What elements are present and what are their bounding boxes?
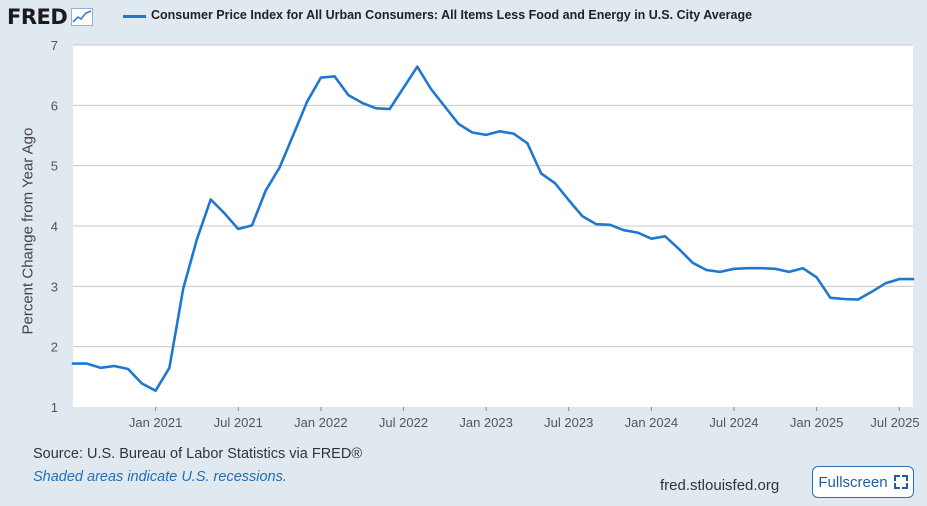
fullscreen-button[interactable]: Fullscreen (812, 466, 914, 498)
fullscreen-icon (893, 475, 908, 489)
x-tick-label: Jul 2025 (870, 415, 919, 430)
x-tick-label: Jul 2024 (709, 415, 758, 430)
fred-logo[interactable]: FRED (7, 5, 68, 29)
y-tick-labels: 1 2 3 4 5 6 7 (51, 38, 58, 415)
line-chart[interactable]: 1 2 3 4 5 6 7 Jan 2021 Jul 2021 Jan 2022 Jul 2022… (0, 0, 927, 440)
legend-label: Consumer Price Index for All Urban Consu… (151, 8, 753, 22)
y-tick-label: 5 (51, 159, 58, 174)
y-tick-label: 2 (51, 340, 58, 355)
fred-header: FRED (7, 4, 94, 30)
x-tick-label: Jan 2021 (129, 415, 183, 430)
fullscreen-label: Fullscreen (818, 473, 888, 491)
x-tick-label: Jul 2023 (544, 415, 593, 430)
recession-note: Shaded areas indicate U.S. recessions. (33, 469, 287, 485)
y-tick-label: 6 (51, 98, 58, 113)
x-tick-label: Jul 2022 (379, 415, 428, 430)
site-url[interactable]: fred.stlouisfed.org (660, 477, 780, 494)
legend-swatch (123, 15, 146, 18)
y-tick-label: 4 (51, 219, 58, 234)
x-tick-label: Jan 2025 (790, 415, 844, 430)
series-line-cpi-core (71, 65, 915, 393)
x-tick-label: Jan 2022 (294, 415, 348, 430)
x-tick-label: Jul 2021 (214, 415, 263, 430)
chart-trend-icon (71, 8, 94, 26)
x-tick-label: Jan 2023 (459, 415, 513, 430)
y-tick-label: 7 (51, 38, 58, 53)
x-tick-label: Jan 2024 (625, 415, 679, 430)
gridlines (73, 44, 913, 348)
x-tick-labels: Jan 2021 Jul 2021 Jan 2022 Jul 2022 Jan 2023… (129, 407, 920, 430)
source-note: Source: U.S. Bureau of Labor Statistics … (33, 446, 363, 462)
y-tick-label: 1 (51, 400, 58, 415)
y-tick-label: 3 (51, 279, 58, 294)
